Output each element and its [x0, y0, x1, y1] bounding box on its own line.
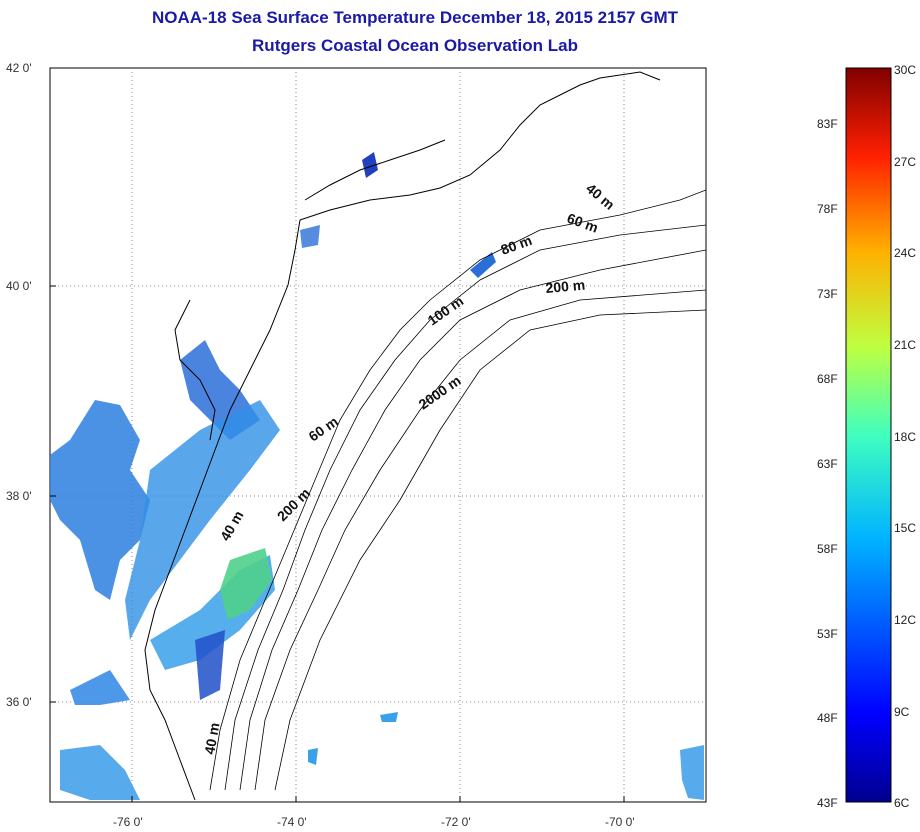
coastline	[144, 71, 661, 801]
colorbar-label-f: 58F	[817, 542, 838, 556]
colorbar-label-f: 53F	[817, 627, 838, 641]
longitude-labels: -76 0' -74 0' -72 0' -70 0'	[113, 815, 635, 829]
map-subtitle: Rutgers Coastal Ocean Observation Lab	[252, 36, 578, 55]
colorbar-fahrenheit-labels: 83F 78F 73F 68F 63F 58F 53F 48F 43F	[817, 117, 838, 810]
lat-tick-label: 40 0'	[6, 279, 32, 293]
contour-label: 200 m	[545, 277, 586, 296]
colorbar-label-f: 78F	[817, 202, 838, 216]
contour-label: 40 m	[201, 721, 222, 755]
lat-tick-label: 36 0'	[6, 695, 32, 709]
bathymetry-contours	[209, 189, 706, 791]
lon-tick-label: -72 0'	[441, 815, 471, 829]
map-title: NOAA-18 Sea Surface Temperature December…	[152, 8, 678, 27]
latitude-labels: 42 0' 40 0' 38 0' 36 0'	[6, 61, 32, 709]
map-frame	[49, 67, 707, 803]
lon-tick-label: -74 0'	[277, 815, 307, 829]
colorbar-label-f: 48F	[817, 711, 838, 725]
colorbar	[845, 67, 892, 803]
colorbar-label-c: 9C	[894, 705, 910, 719]
colorbar-label-f: 83F	[817, 117, 838, 131]
lat-tick-label: 42 0'	[6, 61, 32, 75]
colorbar-label-c: 15C	[894, 521, 916, 535]
sst-data-patches	[50, 152, 704, 800]
colorbar-label-c: 6C	[894, 796, 910, 810]
colorbar-label-f: 68F	[817, 372, 838, 386]
lat-tick-label: 38 0'	[6, 489, 32, 503]
colorbar-label-c: 27C	[894, 155, 916, 169]
axis-ticks	[50, 67, 625, 802]
colorbar-label-c: 18C	[894, 430, 916, 444]
colorbar-celsius-labels: 30C 27C 24C 21C 18C 15C 12C 9C 6C	[894, 63, 916, 810]
colorbar-label-c: 21C	[894, 338, 916, 352]
colorbar-label-f: 73F	[817, 287, 838, 301]
lon-tick-label: -70 0'	[605, 815, 635, 829]
colorbar-label-c: 30C	[894, 63, 916, 77]
colorbar-label-f: 43F	[817, 796, 838, 810]
colorbar-label-f: 63F	[817, 457, 838, 471]
colorbar-label-c: 24C	[894, 246, 916, 260]
colorbar-label-c: 12C	[894, 613, 916, 627]
lon-tick-label: -76 0'	[113, 815, 143, 829]
map-gridlines	[50, 68, 706, 802]
